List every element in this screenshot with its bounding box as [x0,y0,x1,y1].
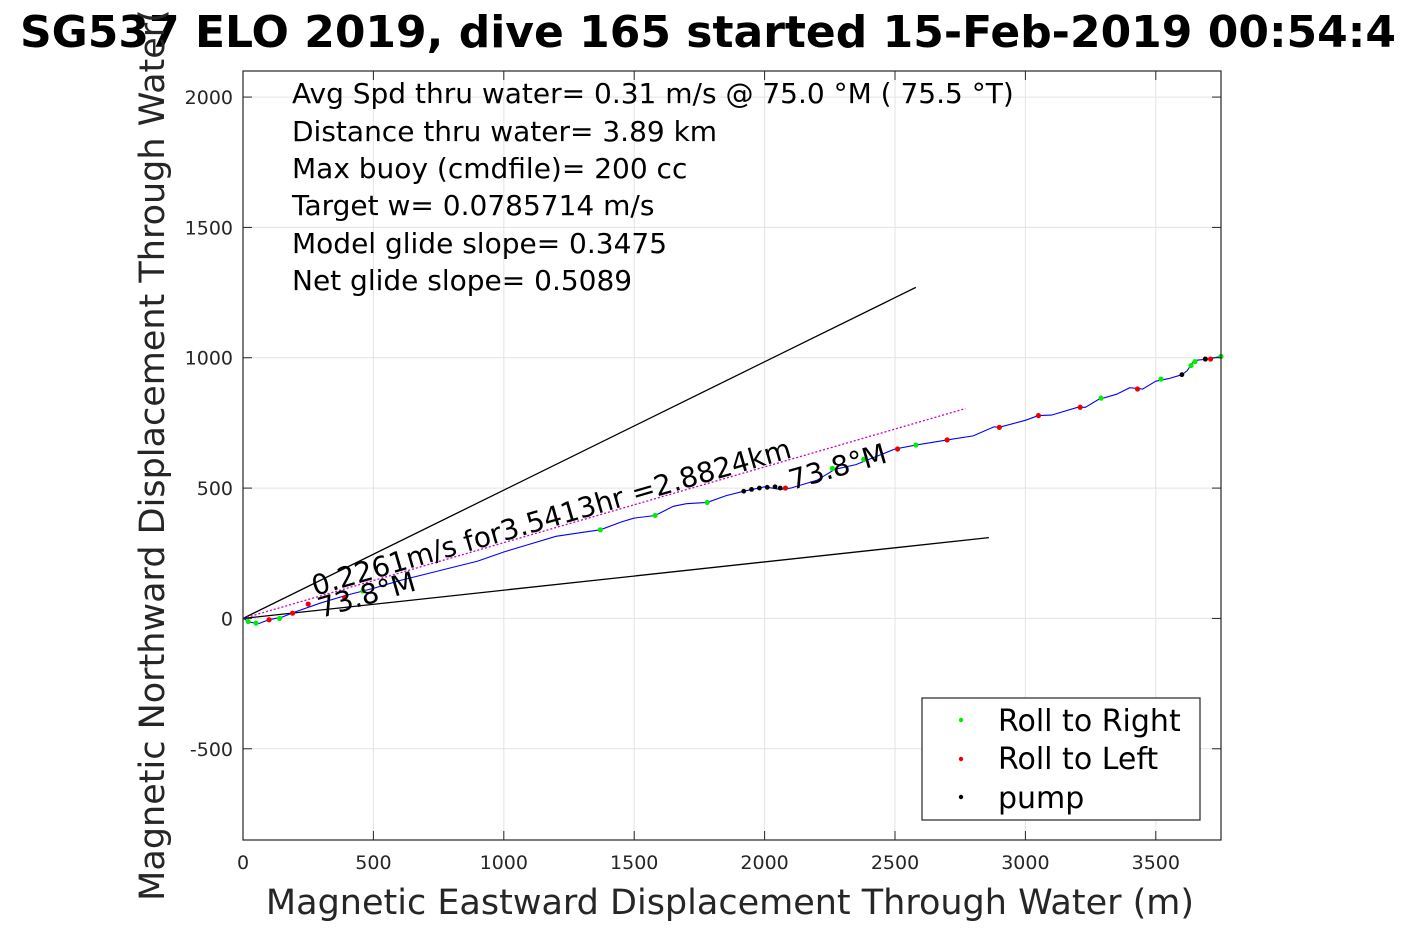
pump-marker [764,484,770,490]
pump-marker [756,485,762,491]
legend-label-roll-left: Roll to Left [998,742,1158,777]
legend-label-pump: pump [998,781,1084,816]
y-tick-label: 1500 [185,217,233,239]
info-line: Avg Spd thru water= 0.31 m/s @ 75.0 °M (… [292,77,1014,110]
reference-line-lower-bound [242,536,989,620]
pump-marker [741,488,747,494]
roll-left-marker [289,610,296,616]
legend-marker-pump [958,794,964,800]
y-axis-label: Magnetic Northward Displacement Through … [133,9,173,901]
y-tick-label: 1000 [185,348,233,370]
roll-right-marker [652,512,658,519]
y-tick-label: 2000 [185,87,233,109]
roll-right-marker [913,442,919,448]
x-tick-label: 0 [237,852,249,874]
y-tick-label: 0 [221,608,233,630]
reference-line-current-vector [242,407,966,620]
roll-left-marker [342,594,348,601]
roll-left-marker [1207,356,1214,362]
legend: Roll to Right Roll to Left pump [921,697,1201,821]
x-tick-label: 3000 [1001,852,1049,874]
info-line: Model glide slope= 0.3475 [292,227,667,260]
roll-left-marker [305,601,311,607]
roll-right-marker [245,618,251,625]
roll-left-marker [996,424,1002,430]
legend-label-roll-right: Roll to Right [998,704,1181,739]
x-tick-label: 3500 [1132,852,1180,874]
y-tick-label: -500 [190,739,233,761]
pump-marker [1179,372,1185,378]
roll-right-marker [1098,395,1104,401]
info-line: Max buoy (cmdfile)= 200 cc [292,152,687,185]
x-tick-label: 1500 [610,852,658,874]
roll-left-marker [782,485,789,491]
roll-left-marker [266,617,272,623]
x-tick-label: 500 [355,852,391,874]
info-line: Target w= 0.0785714 m/s [291,189,654,222]
roll-right-marker [1188,362,1194,369]
reference-line-upper-bound [242,286,917,620]
track-series [242,355,1222,625]
pump-marker [749,486,754,492]
plot-frame [242,70,1222,841]
tick-labels: 0 500 1000 1500 2000 2500 3000 3500 -500 0 500 1000… [185,87,1180,874]
roll-right-marker [704,499,710,506]
y-tick-label: 500 [197,478,233,500]
x-tick-label: 1000 [480,852,528,874]
chart-title: SG537 ELO 2019, dive 165 started 15-Feb-… [20,7,1396,58]
roll-left-marker [895,446,901,452]
legend-marker-roll-right [958,717,964,723]
roll-right-marker [861,456,867,463]
roll-right-marker [360,588,366,594]
roll-right-marker [1192,359,1198,365]
grid [242,71,1221,840]
roll-right-marker [1158,376,1164,382]
legend-marker-roll-left [958,756,964,762]
roll-left-marker [1035,413,1042,419]
roll-right-marker [276,615,283,622]
roll-left-marker [944,437,950,443]
info-text-block: Avg Spd thru water= 0.31 m/s @ 75.0 °M (… [291,77,1014,297]
x-axis-label: Magnetic Eastward Displacement Through W… [266,883,1194,923]
x-tick-label: 2500 [871,852,919,874]
roll-left-marker [1134,386,1141,392]
x-tick-label: 2000 [740,852,788,874]
pump-marker [1202,356,1208,362]
markers [245,353,1224,626]
info-line: Distance thru water= 3.89 km [292,115,717,148]
pump-marker [772,484,778,490]
roll-right-marker [829,465,836,472]
pump-marker [777,485,783,491]
legend-box [921,697,1201,821]
roll-right-marker [597,527,603,533]
info-line: Net glide slope= 0.5089 [292,264,632,297]
roll-left-marker [1077,404,1083,410]
series-line-track [242,355,1222,625]
roll-right-marker [253,620,259,626]
reference-lines [242,286,989,620]
ticks [242,71,1221,840]
